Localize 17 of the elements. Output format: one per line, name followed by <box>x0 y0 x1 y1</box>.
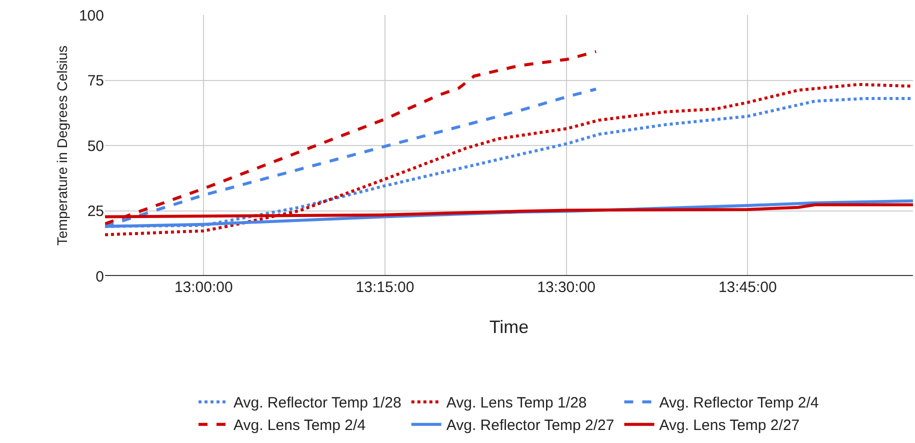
x-tick-label: 13:45:00 <box>718 279 777 296</box>
legend-label: Avg. Lens Temp 2/27 <box>659 417 800 434</box>
legend-label: Avg. Reflector Temp 2/4 <box>659 394 819 412</box>
y-tick-label: 75 <box>87 72 104 90</box>
y-tick-label: 50 <box>87 138 104 155</box>
x-axis-title: Time <box>489 317 529 338</box>
x-tick-label: 13:00:00 <box>174 279 233 296</box>
y-axis-title: Temperature in Degrees Celsius <box>54 46 70 246</box>
legend-label: Avg. Reflector Temp 1/28 <box>234 394 402 412</box>
legend-label: Avg. Reflector Temp 2/27 <box>446 417 614 434</box>
legend-label: Avg. Lens Temp 2/4 <box>234 417 366 434</box>
y-tick-label: 100 <box>78 7 104 24</box>
x-tick-label: 13:15:00 <box>356 279 414 296</box>
y-tick-label: 25 <box>87 203 104 220</box>
legend-label: Avg. Lens Temp 1/28 <box>446 394 587 412</box>
y-tick-label: 0 <box>96 268 104 286</box>
x-tick-label: 13:30:00 <box>537 279 596 296</box>
